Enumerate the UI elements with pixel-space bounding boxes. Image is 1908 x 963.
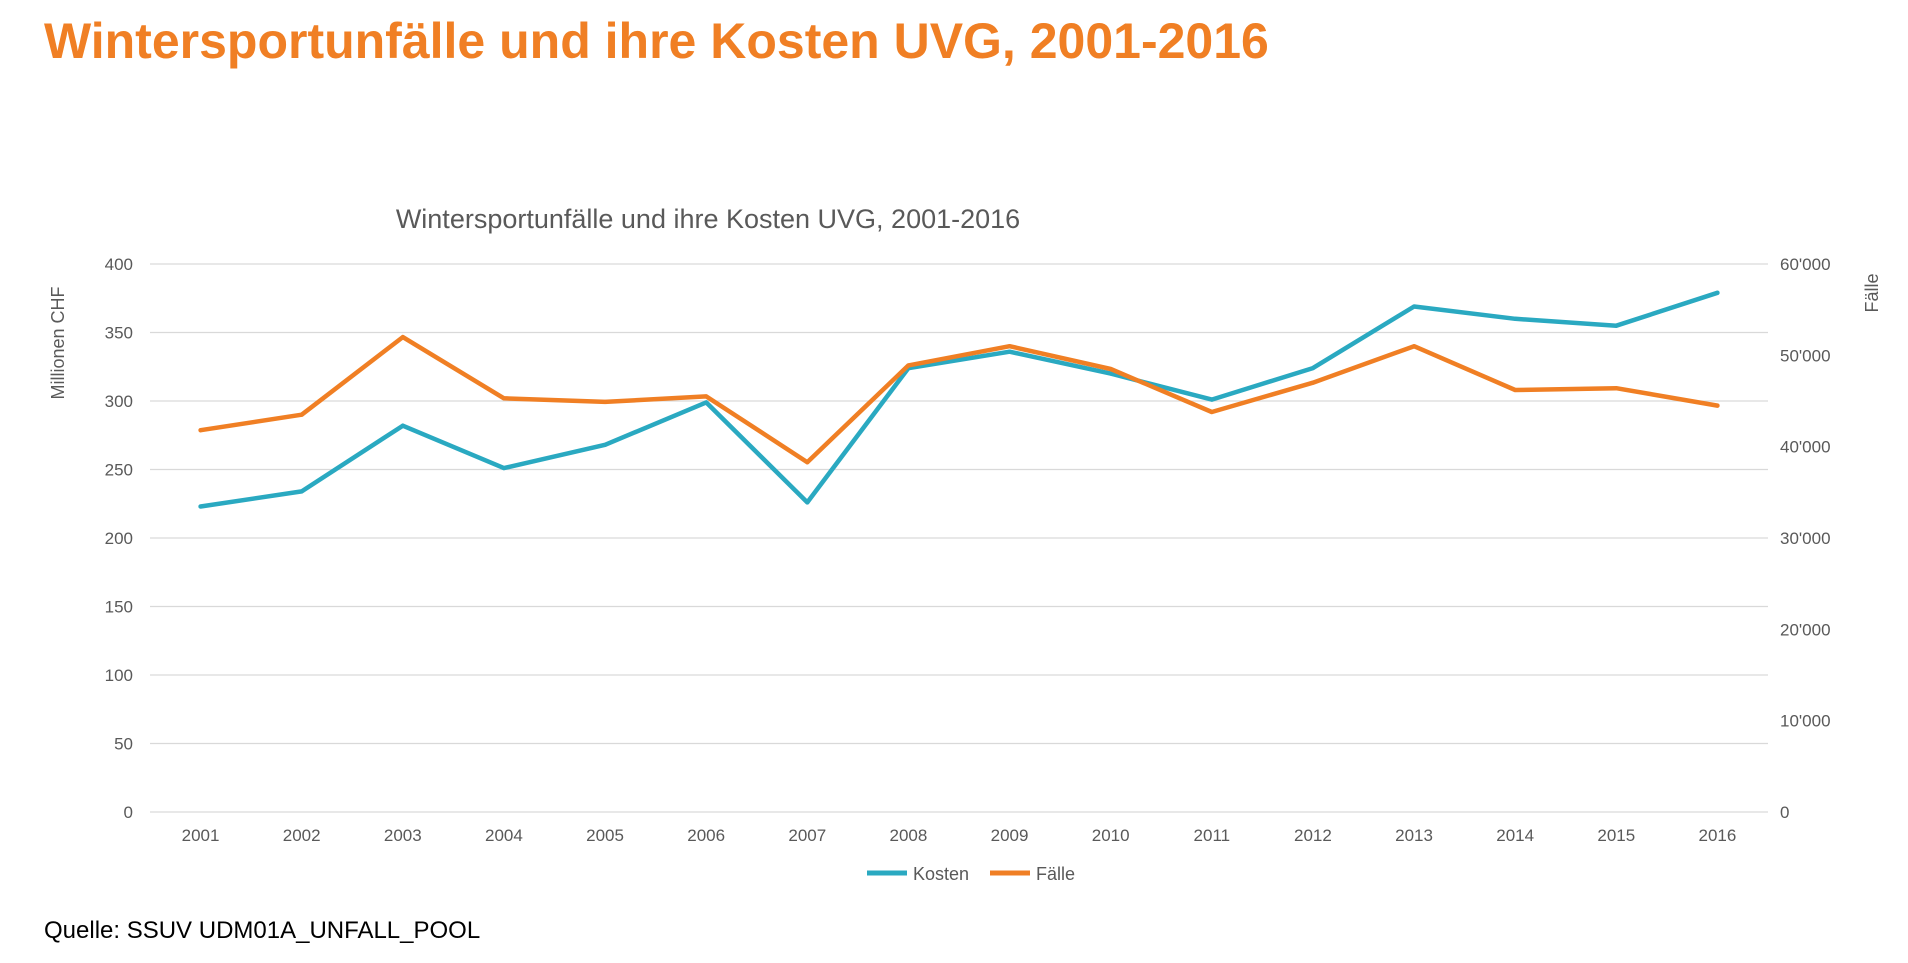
data-point [400, 423, 405, 428]
x-tick-label: 2015 [1597, 826, 1635, 845]
x-tick-label: 2002 [283, 826, 321, 845]
x-tick-label: 2012 [1294, 826, 1332, 845]
data-point [704, 394, 709, 399]
legend-label-faelle: Fälle [1036, 864, 1075, 884]
data-point [1209, 397, 1214, 402]
gridlines [150, 263, 1768, 813]
x-tick-label: 2009 [991, 826, 1029, 845]
right-tick-label: 60'000 [1780, 255, 1831, 274]
x-tick-label: 2011 [1194, 826, 1231, 845]
data-point [1614, 386, 1619, 391]
data-point [603, 442, 608, 447]
data-point [805, 460, 810, 465]
source-note: Quelle: SSUV UDM01A_UNFALL_POOL [44, 917, 481, 944]
data-point [805, 500, 810, 505]
x-tick-label: 2014 [1496, 826, 1534, 845]
data-point [1209, 409, 1214, 414]
data-point [198, 504, 203, 509]
x-tick-label: 2010 [1092, 826, 1130, 845]
x-tick-label: 2013 [1395, 826, 1433, 845]
data-point [603, 399, 608, 404]
data-point [501, 466, 506, 471]
data-point [1310, 366, 1315, 371]
data-point [1412, 304, 1417, 309]
data-point [1412, 344, 1417, 349]
left-tick-label: 0 [124, 803, 133, 822]
series-line-faelle [198, 334, 1720, 465]
left-tick-label: 200 [105, 529, 133, 548]
x-axis-ticks: 2001 2002 2003 2004 2005 2006 2007 2008 2009 2010… [182, 826, 1737, 845]
data-point [1007, 344, 1012, 349]
right-axis-ticks: 0 10'000 20'000 30'000 40'000 50'000 60'000 [1780, 255, 1831, 822]
x-tick-label: 2003 [384, 826, 422, 845]
left-tick-label: 150 [105, 598, 133, 617]
x-tick-label: 2016 [1699, 826, 1737, 845]
left-tick-label: 300 [105, 392, 133, 411]
chart-title: Wintersportunfälle und ihre Kosten UVG, … [396, 204, 1020, 234]
left-tick-label: 100 [105, 666, 133, 685]
right-tick-label: 0 [1780, 803, 1789, 822]
data-point [198, 428, 203, 433]
right-tick-label: 50'000 [1780, 346, 1831, 365]
data-point [1007, 349, 1012, 354]
right-axis-label: Fälle [1862, 273, 1882, 312]
data-point [1108, 367, 1113, 372]
data-point [501, 396, 506, 401]
data-point [1513, 316, 1518, 321]
x-tick-label: 2005 [586, 826, 624, 845]
data-point [1513, 388, 1518, 393]
data-point [1108, 371, 1113, 376]
right-tick-label: 30'000 [1780, 529, 1831, 548]
data-point [704, 400, 709, 405]
left-axis-ticks: 0 50 100 150 200 250 300 350 400 [105, 255, 133, 822]
x-tick-label: 2006 [687, 826, 725, 845]
right-tick-label: 20'000 [1780, 620, 1831, 639]
data-point [1715, 290, 1720, 295]
data-point [1715, 403, 1720, 408]
series-line-kosten [198, 290, 1720, 509]
legend: Kosten Fälle [867, 864, 1075, 884]
x-tick-label: 2001 [182, 826, 220, 845]
x-tick-label: 2008 [890, 826, 928, 845]
data-point [1310, 380, 1315, 385]
x-tick-label: 2004 [485, 826, 523, 845]
series-lines [198, 290, 1720, 509]
x-tick-label: 2007 [788, 826, 826, 845]
data-point [299, 412, 304, 417]
data-point [906, 363, 911, 368]
data-point [299, 489, 304, 494]
left-tick-label: 250 [105, 461, 133, 480]
left-axis-label: Millionen CHF [48, 286, 68, 399]
data-point [400, 335, 405, 340]
right-tick-label: 40'000 [1780, 438, 1831, 457]
right-tick-label: 10'000 [1780, 712, 1831, 731]
left-tick-label: 400 [105, 255, 133, 274]
page-title: Wintersportunfälle und ihre Kosten UVG, … [44, 13, 1269, 69]
legend-label-kosten: Kosten [913, 864, 969, 884]
left-tick-label: 350 [105, 324, 133, 343]
data-point [1614, 323, 1619, 328]
left-tick-label: 50 [114, 735, 133, 754]
